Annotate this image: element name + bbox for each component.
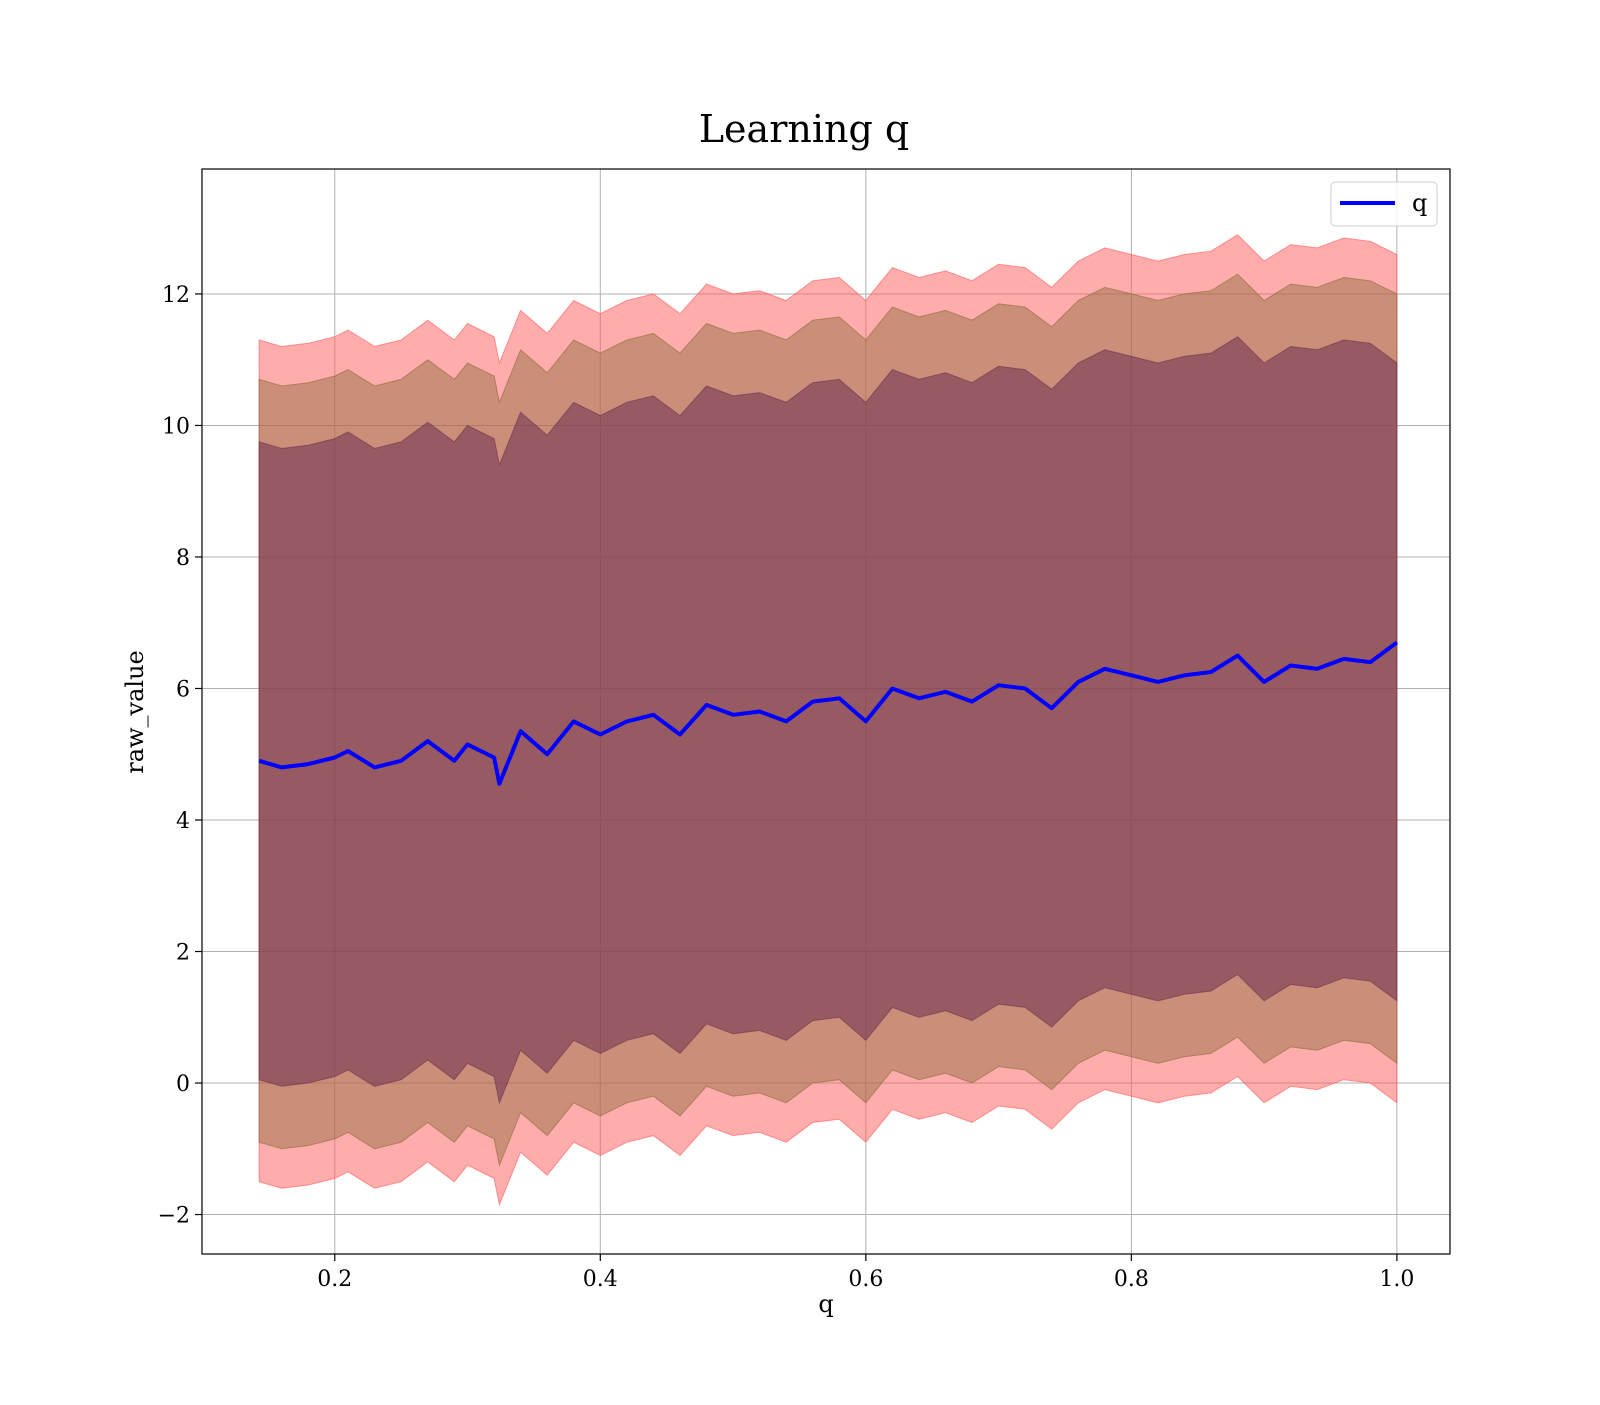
y-tick-label: 2: [176, 941, 190, 966]
y-tick-label: 6: [176, 677, 190, 702]
y-tick-label: 0: [176, 1072, 190, 1097]
y-axis-label: raw_value: [121, 650, 149, 774]
y-tick-label: 4: [176, 809, 190, 834]
x-tick-label: 0.4: [583, 1267, 618, 1292]
x-axis-label: q: [818, 1290, 833, 1318]
chart-title: Learning q: [699, 107, 909, 151]
y-tick-label: 12: [162, 283, 190, 308]
y-tick-label: 8: [176, 546, 190, 571]
legend-label: q: [1412, 189, 1427, 217]
legend: q: [1331, 182, 1437, 226]
x-tick-label: 0.8: [1114, 1267, 1149, 1292]
x-tick-label: 1.0: [1379, 1267, 1414, 1292]
x-tick-label: 0.6: [848, 1267, 883, 1292]
confidence-bands: [259, 235, 1397, 1205]
y-tick-label: 10: [162, 414, 190, 439]
y-tick-label: −2: [158, 1204, 190, 1229]
x-tick-label: 0.2: [317, 1267, 352, 1292]
